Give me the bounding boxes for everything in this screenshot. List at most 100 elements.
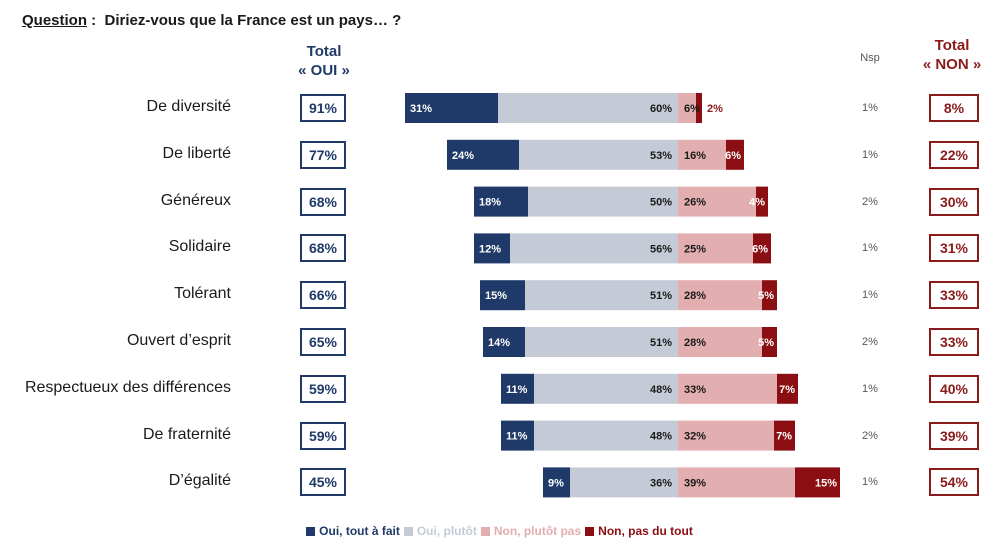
total-non-value: 22% — [929, 140, 979, 169]
question-separator: : — [87, 12, 97, 29]
legend-label: Non, pas du tout — [598, 524, 693, 538]
legend-item: Non, pas du tout — [585, 524, 693, 538]
bar-segment — [756, 186, 768, 217]
legend-item: Oui, tout à fait — [306, 524, 400, 538]
bar-segment — [753, 233, 771, 264]
segment-label: 14% — [488, 337, 510, 349]
legend-item: Oui, plutôt — [403, 524, 477, 538]
bar-segment — [678, 373, 777, 404]
legend-swatch — [585, 527, 595, 536]
bar-segment — [474, 186, 528, 217]
total-non-value: 33% — [929, 328, 979, 356]
segment-label: 31% — [410, 103, 432, 115]
bar-segment — [474, 233, 510, 264]
total-non-value: 8% — [929, 94, 979, 122]
legend: Oui, tout à fait Oui, plutôt Non, plutôt p… — [0, 524, 999, 538]
segment-label: 9% — [548, 477, 564, 489]
bar-segment — [405, 93, 498, 123]
question-label: Question — [22, 12, 88, 29]
bar-segment — [678, 467, 795, 498]
segment-label: 24% — [452, 150, 474, 162]
total-non-value: 30% — [929, 187, 979, 216]
bar-segment — [678, 139, 726, 170]
segment-label: 50% — [650, 197, 672, 209]
category-label: De liberté — [162, 144, 231, 162]
total-oui-value: 91% — [300, 94, 346, 122]
segment-label: 25% — [684, 243, 706, 255]
segment-label: 7% — [779, 384, 795, 396]
bar-segment — [519, 139, 678, 170]
bar-segment — [678, 280, 762, 311]
total-oui-value: 77% — [300, 140, 346, 169]
segment-label: 6% — [684, 103, 700, 115]
segment-label: 39% — [684, 477, 706, 489]
nsp-value: 1% — [862, 102, 878, 114]
bar-segment — [762, 280, 777, 311]
total-oui-value: 59% — [300, 421, 346, 450]
segment-label: 33% — [684, 384, 706, 396]
category-label: Ouvert d’esprit — [126, 332, 231, 349]
category-label: Solidaire — [168, 238, 231, 256]
total-non-value: 40% — [929, 374, 979, 403]
bar-segment — [543, 467, 570, 498]
bar-segment — [777, 373, 798, 404]
total-oui-value: 68% — [300, 187, 346, 216]
total-oui-header: Total « OUI » — [284, 42, 364, 80]
bar-segment — [570, 467, 678, 498]
legend-item: Non, plutôt pas — [480, 524, 582, 538]
segment-label: 48% — [650, 431, 672, 443]
category-label: De fraternité — [142, 425, 231, 443]
segment-label: 36% — [650, 477, 672, 489]
segment-label: 53% — [650, 150, 672, 162]
bar-segment — [678, 420, 774, 451]
segment-label: 11% — [506, 384, 528, 396]
total-non-header: Total « NON » — [912, 36, 992, 74]
total-oui-value: 45% — [300, 468, 346, 497]
segment-label: 28% — [684, 337, 706, 349]
nsp-value: 1% — [862, 382, 878, 395]
segment-label: 4% — [749, 197, 765, 209]
category-label: Respectueux des différences — [24, 378, 231, 396]
segment-label: 6% — [725, 150, 741, 162]
total-oui-value: 68% — [300, 234, 346, 263]
bar-segment — [534, 373, 678, 404]
bar-segment — [678, 327, 762, 357]
nsp-value: 1% — [862, 289, 878, 302]
category-label: Généreux — [160, 191, 231, 209]
segment-label: 51% — [650, 290, 672, 302]
segment-label: 5% — [758, 337, 774, 349]
total-oui-value: 59% — [300, 374, 346, 403]
segment-label: 2% — [707, 103, 723, 115]
segment-label: 15% — [815, 477, 837, 489]
legend-swatch — [480, 527, 490, 536]
bar-segment — [774, 420, 795, 451]
total-non-header-line2: « NON » — [922, 56, 982, 73]
bar-segment — [678, 93, 696, 123]
nsp-value: 1% — [862, 242, 878, 255]
legend-label: Oui, tout à fait — [319, 524, 400, 538]
category-label: D’égalité — [168, 472, 231, 490]
nsp-value: 1% — [862, 148, 878, 161]
bar-segment — [678, 186, 756, 217]
legend-label: Non, plutôt pas — [493, 524, 582, 538]
nsp-value: 1% — [862, 476, 878, 489]
bar-segment — [795, 467, 840, 498]
bar-segment — [528, 186, 678, 217]
nsp-header: Nsp — [860, 52, 880, 64]
nsp-value: 2% — [862, 336, 878, 348]
bar-segment — [510, 233, 678, 264]
total-oui-header-line2: « OUI » — [298, 62, 350, 79]
segment-label: 60% — [650, 103, 672, 115]
bar-segment — [525, 327, 678, 357]
bar-segment — [678, 233, 753, 264]
total-oui-header-line1: Total — [306, 43, 342, 60]
bar-segment — [762, 327, 777, 357]
segment-label: 32% — [684, 431, 706, 443]
total-non-value: 33% — [929, 281, 979, 310]
bar-segment — [480, 280, 525, 311]
legend-swatch — [403, 527, 413, 536]
category-label: Tolérant — [174, 285, 231, 303]
bar-segment — [447, 139, 519, 170]
segment-label: 12% — [479, 243, 501, 255]
bar-segment — [534, 420, 678, 451]
